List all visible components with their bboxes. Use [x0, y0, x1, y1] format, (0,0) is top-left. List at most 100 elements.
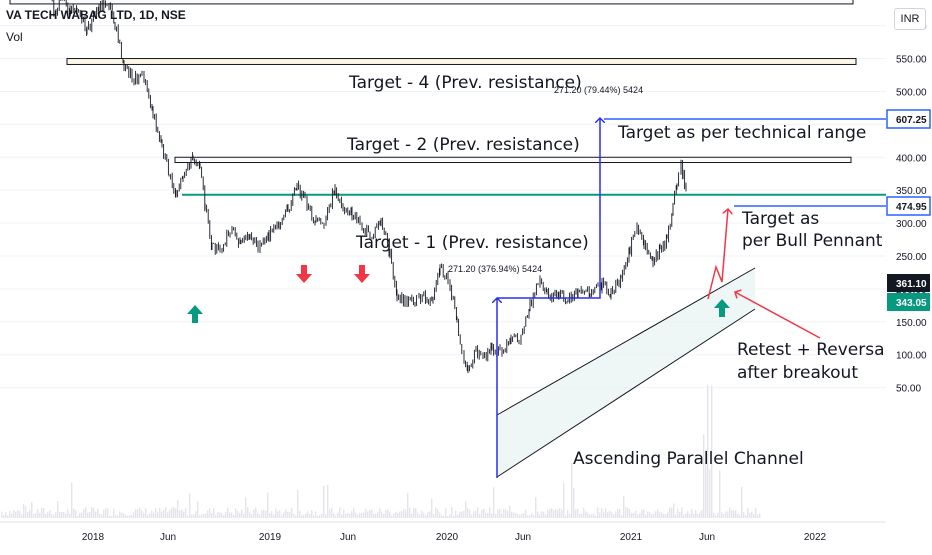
volume-bar: [175, 508, 177, 518]
volume-bar: [477, 507, 479, 518]
volume-bar: [131, 515, 133, 518]
volume-bar: [489, 507, 491, 518]
volume-bar: [359, 513, 361, 518]
volume-bar: [557, 509, 559, 518]
ascending-channel: [496, 267, 756, 478]
volume-bar: [17, 509, 19, 518]
volume-bar: [607, 512, 609, 518]
volume-bar: [129, 515, 131, 518]
volume-bar: [473, 511, 475, 518]
volume-bar: [367, 511, 369, 518]
volume-bar: [67, 509, 69, 518]
volume-bar: [95, 511, 97, 518]
volume-bar: [231, 512, 233, 518]
volume-bar: [399, 511, 401, 518]
volume-bar: [429, 511, 431, 518]
volume-bar: [363, 512, 365, 518]
volume-bar: [661, 512, 663, 518]
volume-bar: [731, 510, 733, 518]
x-tick-label: Jun: [515, 532, 531, 543]
pennant-arrow: [707, 209, 728, 300]
price-tag-label: 361.10: [896, 279, 927, 290]
volume-bar: [331, 507, 333, 518]
volume-bar: [705, 449, 707, 518]
volume-bar: [185, 508, 187, 518]
volume-bar: [633, 512, 635, 518]
volume-bar: [299, 510, 301, 518]
volume-bar: [39, 512, 41, 518]
volume-bar: [225, 511, 227, 518]
y-tick-label: 250.00: [896, 252, 927, 263]
volume-bar: [101, 514, 103, 518]
volume-bar: [317, 515, 319, 518]
volume-bar: [181, 509, 183, 518]
label-measure-small-1: 271.20 (79.44%) 5424: [554, 85, 643, 95]
volume-bar: [701, 510, 703, 518]
volume-bar: [589, 514, 591, 518]
volume-bar: [431, 498, 433, 518]
volume-bar: [521, 513, 523, 518]
volume-bar: [583, 507, 585, 518]
x-tick-label: 2021: [620, 532, 643, 543]
x-tick-label: Jun: [340, 532, 356, 543]
volume-bar: [21, 514, 23, 518]
volume-bar: [649, 512, 651, 518]
volume-bar: [127, 515, 129, 518]
volume-bar: [457, 514, 459, 518]
y-tick-label: 400.00: [896, 153, 927, 164]
x-tick-label: 2018: [82, 532, 105, 543]
price-tag-2: 361.10: [887, 274, 930, 292]
volume-bar: [191, 514, 193, 518]
volume-bar: [151, 510, 153, 518]
volume-bar: [681, 507, 683, 518]
volume-bar: [501, 513, 503, 518]
label-pennant-2: per Bull Pennant: [742, 231, 883, 251]
volume-bar: [133, 512, 135, 518]
volume-bar: [665, 514, 667, 518]
green-up-arrow-2: [714, 299, 730, 317]
volume-bar: [497, 509, 499, 518]
symbol-title: VA TECH WABAG LTD, 1D, NSE: [6, 8, 186, 22]
y-tick-label: 150.00: [896, 318, 927, 329]
volume-bar: [157, 512, 159, 518]
volume-bar: [149, 513, 151, 518]
volume-bar: [235, 508, 237, 518]
volume-bar: [743, 512, 745, 518]
volume-bar: [647, 511, 649, 518]
price-tag-box: [886, 196, 931, 216]
volume-bar: [161, 511, 163, 518]
volume-bar: [529, 515, 531, 518]
resistance-zone-2: [66, 58, 857, 65]
volume-bar: [27, 512, 29, 518]
volume-bar: [523, 512, 525, 518]
volume-bar: [315, 511, 317, 518]
volume-bar: [283, 512, 285, 518]
volume-bar: [559, 508, 561, 518]
volume-bar: [591, 514, 593, 518]
volume-bar: [335, 515, 337, 518]
volume-bar: [709, 469, 711, 518]
volume-bar: [383, 513, 385, 518]
volume-bar: [677, 508, 679, 518]
volume-bar: [345, 513, 347, 518]
volume-bar: [5, 512, 7, 518]
volume-bar: [263, 509, 265, 518]
volume-bar: [25, 506, 27, 518]
volume-bar: [507, 510, 509, 518]
volume-bar: [343, 509, 345, 518]
volume-bar: [341, 514, 343, 518]
volume-bar: [215, 515, 217, 518]
volume-bar: [251, 514, 253, 518]
volume-bar: [97, 508, 99, 518]
volume-bar: [223, 515, 225, 518]
volume-bar: [459, 511, 461, 518]
volume-bar: [351, 511, 353, 518]
volume-bar: [599, 512, 601, 518]
volume-bar: [641, 509, 643, 518]
currency-button[interactable]: INR: [894, 8, 926, 30]
red-down-arrow-2: [354, 265, 370, 283]
volume-bar: [23, 504, 25, 518]
volume-bar: [195, 511, 197, 518]
label-target1: Target - 1 (Prev. resistance): [355, 233, 589, 253]
